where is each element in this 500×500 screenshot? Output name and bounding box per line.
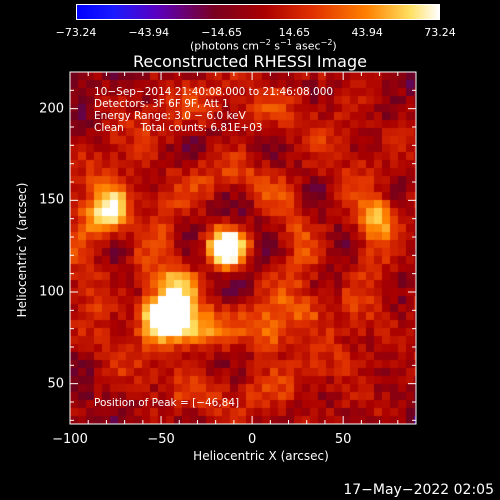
peak-position-label: Position of Peak = [−46,84] xyxy=(94,397,240,409)
info-line: 10−Sep−2014 21:40:08.000 to 21:46:08.000 xyxy=(94,86,334,98)
colorbar-tick-label: 14.65 xyxy=(278,26,311,39)
x-tick-label: −50 xyxy=(147,432,175,447)
info-line: Detectors: 3F 6F 9F, Att 1 xyxy=(94,98,229,110)
x-tick-label: 0 xyxy=(247,432,257,447)
colorbar-tick-label: −73.24 xyxy=(55,26,97,39)
y-tick-label: 150 xyxy=(39,192,64,208)
y-tick-label: 100 xyxy=(39,284,64,300)
colorbar-tick-label: −43.94 xyxy=(128,26,170,39)
colorbar xyxy=(76,4,440,20)
y-tick-label: 200 xyxy=(39,101,64,117)
x-tick-label: −100 xyxy=(52,432,88,447)
colorbar-tick-label: 73.24 xyxy=(424,26,456,39)
info-line: Energy Range: 3.0 − 6.0 keV xyxy=(94,110,246,122)
y-axis-label: Heliocentric Y (arcsec) xyxy=(15,182,29,318)
rhessi-image xyxy=(70,72,416,424)
colorbar-tick-label: −14.65 xyxy=(201,26,242,39)
y-tick-label: 50 xyxy=(47,376,64,392)
chart-title: Reconstructed RHESSI Image xyxy=(133,52,367,71)
info-line: Clean Total counts: 6.81E+03 xyxy=(94,122,263,134)
colorbar-units: (photons cm−2 s−1 asec−2) xyxy=(190,38,337,53)
colorbar-tick-label: 43.94 xyxy=(351,26,383,39)
plot-frame xyxy=(69,71,417,425)
timestamp: 17−May−2022 02:05 xyxy=(343,482,494,498)
x-axis-label: Heliocentric X (arcsec) xyxy=(193,449,329,463)
x-tick-label: 50 xyxy=(334,432,352,447)
